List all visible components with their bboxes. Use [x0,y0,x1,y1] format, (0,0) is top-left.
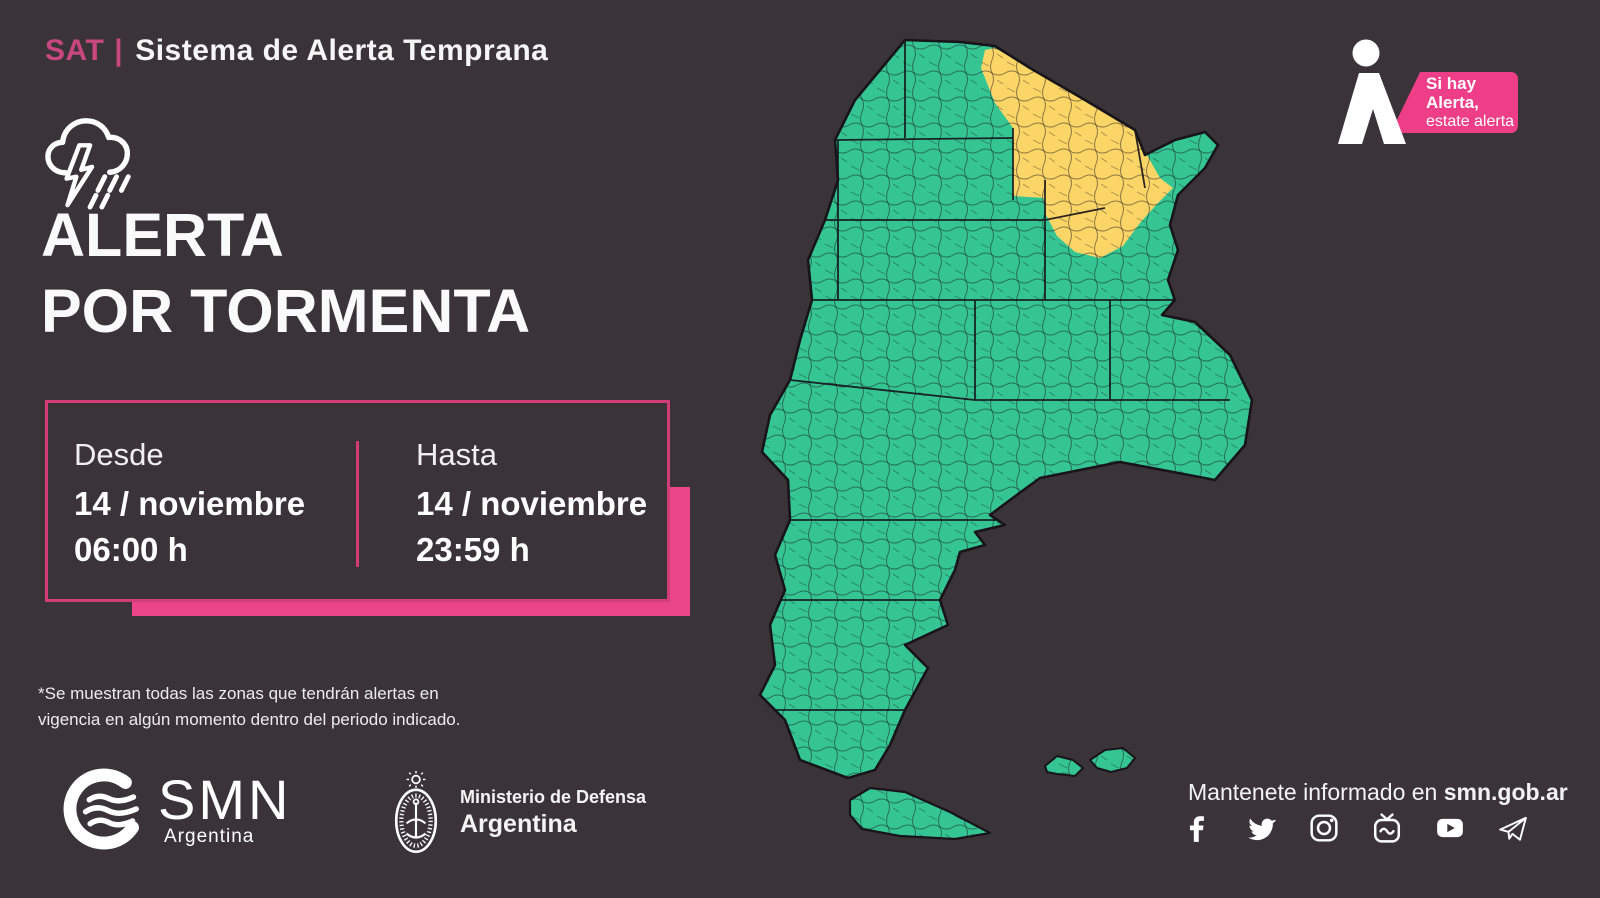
smn-waves-icon [63,768,145,850]
from-time: 06:00 h [74,531,188,569]
badge-line1: Si hay Alerta, [1426,73,1479,113]
alert-title: ALERTA POR TORMENTA [41,198,530,349]
smn-name: SMN [158,768,292,831]
telegram-icon[interactable] [1498,813,1528,843]
defensa-logo: Ministerio de Defensa Argentina [390,770,646,856]
sat-brand: SAT [45,34,105,67]
smn-logo: SMN Argentina [58,763,291,855]
stay-informed-text: Mantenete informado en smn.gob.ar [1188,779,1568,806]
alert-title-line2: POR TORMENTA [41,276,531,345]
period-from: Desde 14 / noviembre 06:00 h [48,403,354,599]
stay-informed-label: Mantenete informado en [1188,779,1444,805]
to-label: Hasta [416,437,497,472]
igtv-icon[interactable] [1372,813,1402,843]
smn-country: Argentina [164,826,255,848]
footnote-line1: *Se muestran todas las zonas que tendrán… [38,684,439,703]
storm-cloud-lightning-icon [45,118,131,210]
instagram-icon[interactable] [1309,813,1339,843]
si-hay-alerta-badge: Si hay Alerta, estate alerta [1390,72,1518,133]
to-date: 14 / noviembre [416,485,648,522]
footnote: *Se muestran todas las zonas que tendrán… [38,681,460,734]
footnote-line2: vigencia en algún momento dentro del per… [38,710,461,730]
twitter-icon[interactable] [1246,813,1276,843]
period-divider [356,441,359,567]
argentina-alert-map [758,38,1254,841]
smn-site-link[interactable]: smn.gob.ar [1443,779,1568,805]
defensa-ministry: Ministerio de Defensa [460,787,647,807]
header-separator: | [114,34,124,67]
period-to: Hasta 14 / noviembre 23:59 h [354,403,647,599]
badge-line2: estate alerta [1426,112,1515,130]
social-icons-row [1183,813,1528,843]
youtube-icon[interactable] [1435,813,1465,843]
sat-header: SAT | Sistema de Alerta Temprana [45,34,548,68]
header-title: Sistema de Alerta Temprana [135,34,549,67]
to-time: 23:59 h [416,531,530,569]
from-label: Desde [74,437,164,472]
facebook-icon[interactable] [1183,813,1213,843]
alert-person-icon [1338,39,1406,144]
defensa-country: Argentina [460,810,577,838]
coat-of-arms-icon [394,770,438,853]
alert-title-line1: ALERTA [41,201,284,269]
from-date: 14 / noviembre [74,485,306,522]
period-box: Desde 14 / noviembre 06:00 h Hasta 14 / … [45,400,670,602]
